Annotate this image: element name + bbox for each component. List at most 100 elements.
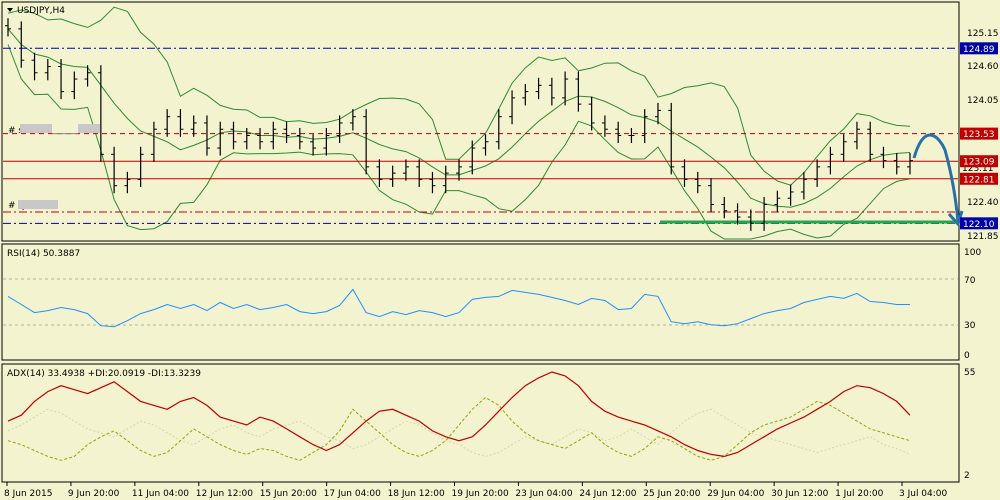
price-bar <box>509 90 516 125</box>
price-bar <box>456 159 462 181</box>
price-bar <box>296 127 303 150</box>
price-bar <box>283 121 290 144</box>
price-bar <box>402 159 409 181</box>
rsi-tick-70: 70 <box>964 276 976 286</box>
x-axis: 8 Jun 2015 9 Jun 20:00 11 Jun 04:00 12 Jun … <box>4 482 948 499</box>
x-tick-label: 11 Jun 04:00 <box>132 489 189 499</box>
price-bar <box>150 121 157 162</box>
x-tick-label: 12 Jun 12:00 <box>196 489 253 499</box>
price-bar <box>230 121 237 150</box>
price-bar <box>376 159 383 187</box>
price-bar <box>548 77 555 106</box>
x-tick-label: 30 Jun 12:00 <box>771 489 828 499</box>
price-bar <box>482 134 489 156</box>
adx-panel[interactable] <box>1 363 960 483</box>
x-tick-label: 17 Jun 04:00 <box>324 489 381 499</box>
price-bar <box>495 109 502 150</box>
price-bar <box>761 196 768 231</box>
price-bar <box>893 153 900 175</box>
rsi-tick-30: 30 <box>964 321 976 331</box>
x-tick-label: 25 Jun 20:00 <box>643 489 700 499</box>
level-label-bg-4 <box>960 217 998 230</box>
minus-di-line <box>7 408 911 457</box>
tp-redaction <box>18 200 58 209</box>
price-bar <box>562 71 569 106</box>
y-tick-122-40: 122.40 <box>967 198 999 208</box>
price-bar <box>44 58 51 81</box>
rsi-panel[interactable] <box>1 243 960 361</box>
price-bar <box>363 109 370 175</box>
y-tick-overlap: 123.11 <box>962 164 994 174</box>
price-bar <box>416 159 423 187</box>
sell-redaction-2 <box>78 124 100 133</box>
price-bar <box>71 71 78 100</box>
price-bar <box>601 115 608 137</box>
x-tick-label: 8 Jun 2015 <box>4 489 52 499</box>
price-bar <box>111 146 118 194</box>
price-bar <box>641 109 648 144</box>
adx-title: ADX(14) 33.4938 +DI:20.0919 -DI:13.3239 <box>7 369 201 379</box>
price-bar <box>535 77 542 100</box>
y-tick-121-85: 121.85 <box>967 232 999 242</box>
x-tick-label: 3 Jul 04:00 <box>899 489 948 499</box>
price-bar <box>774 190 781 213</box>
price-bar <box>800 171 807 200</box>
price-bar <box>787 184 794 206</box>
price-bar <box>880 146 887 169</box>
price-bar <box>734 203 741 225</box>
x-tick-label: 15 Jun 20:00 <box>260 489 317 499</box>
rsi-title: RSI(14) 50.3887 <box>7 249 80 259</box>
price-bar <box>270 121 277 150</box>
price-bar <box>203 115 210 156</box>
x-tick-label: 29 Jun 04:00 <box>707 489 764 499</box>
price-bar <box>190 115 197 137</box>
price-bar <box>18 21 25 68</box>
price-bar <box>323 127 330 156</box>
forecast-arrow <box>912 133 960 223</box>
price-bar <box>827 146 834 175</box>
level-label-4: 122.10 <box>963 220 995 230</box>
main-y-axis: 125.15 124.60 124.05 122.40 121.85 <box>967 29 999 242</box>
level-label-2: 123.09 <box>963 158 995 168</box>
price-bar <box>217 121 224 156</box>
price-bar <box>124 171 131 194</box>
tp-label: # tp <box>8 201 28 211</box>
level-labels: 124.89 123.53 123.09 122.81 122.10 <box>960 42 998 230</box>
price-bar <box>615 121 622 144</box>
price-bar <box>164 109 171 137</box>
rsi-line <box>7 288 910 328</box>
price-bar <box>58 58 65 100</box>
price-bar <box>522 84 529 106</box>
price-bar <box>31 52 38 81</box>
price-bar <box>694 171 701 194</box>
price-bar <box>588 96 595 131</box>
x-tick-label: 24 Jun 12:00 <box>579 489 636 499</box>
x-tick-label: 19 Jun 20:00 <box>452 489 509 499</box>
rsi-tick-100: 100 <box>964 248 981 258</box>
sell-redaction <box>20 124 52 133</box>
level-label-3: 122.81 <box>963 175 995 185</box>
price-bar <box>84 65 91 87</box>
price-bar <box>177 109 184 137</box>
price-bar <box>257 127 264 150</box>
level-label-bg-2 <box>960 155 998 168</box>
main-price-panel[interactable] <box>1 1 960 242</box>
price-bar <box>853 121 860 150</box>
price-bar <box>708 178 715 213</box>
chevron-down-icon[interactable] <box>7 8 13 12</box>
x-tick-label: 1 Jul 20:00 <box>835 489 884 499</box>
rsi-tick-0: 0 <box>964 351 970 361</box>
price-bar <box>5 18 11 37</box>
price-bar <box>389 165 396 187</box>
price-bar <box>907 153 913 175</box>
price-bar <box>349 109 356 131</box>
price-bar <box>469 140 476 175</box>
price-bar <box>721 196 728 219</box>
x-tick-label: 9 Jun 20:00 <box>68 489 120 499</box>
forecast-arrowhead <box>947 210 964 227</box>
price-bar <box>654 102 661 125</box>
main-title: USDJPY,H4 <box>17 6 65 16</box>
level-label-bg-3 <box>960 172 998 185</box>
price-bar <box>429 171 436 194</box>
price-bar <box>243 127 250 150</box>
